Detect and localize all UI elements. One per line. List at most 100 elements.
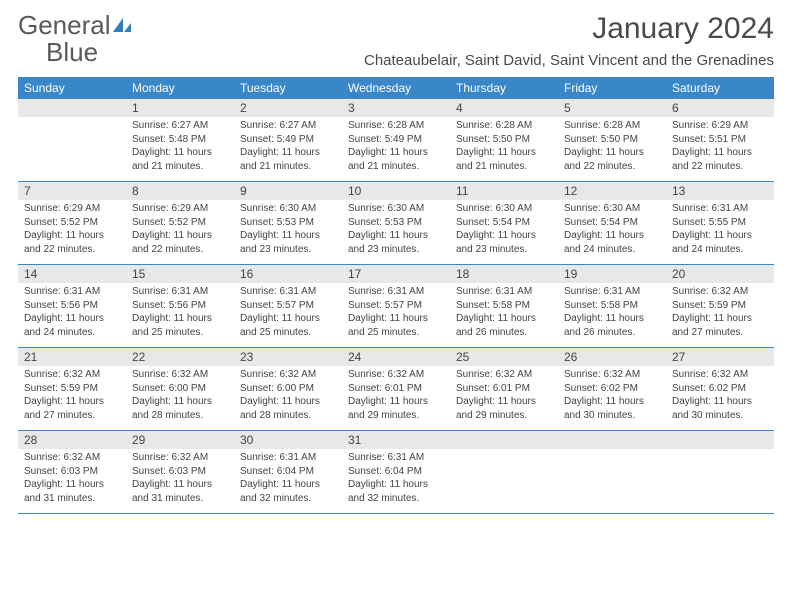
daylight-text-1: Daylight: 11 hours bbox=[672, 146, 768, 160]
day-cell: Sunrise: 6:29 AMSunset: 5:52 PMDaylight:… bbox=[18, 200, 126, 264]
sunrise-text: Sunrise: 6:31 AM bbox=[24, 285, 120, 299]
daylight-text-1: Daylight: 11 hours bbox=[456, 146, 552, 160]
daylight-text-2: and 23 minutes. bbox=[348, 243, 444, 257]
daylight-text-2: and 27 minutes. bbox=[24, 409, 120, 423]
day-cell: Sunrise: 6:30 AMSunset: 5:54 PMDaylight:… bbox=[450, 200, 558, 264]
title-block: January 2024 Chateaubelair, Saint David,… bbox=[364, 12, 774, 69]
day-number: 20 bbox=[666, 265, 774, 283]
sunrise-text: Sunrise: 6:32 AM bbox=[132, 368, 228, 382]
sunset-text: Sunset: 5:56 PM bbox=[24, 299, 120, 313]
day-cell: Sunrise: 6:32 AMSunset: 6:00 PMDaylight:… bbox=[234, 366, 342, 430]
daylight-text-2: and 27 minutes. bbox=[672, 326, 768, 340]
day-cell: Sunrise: 6:32 AMSunset: 6:03 PMDaylight:… bbox=[18, 449, 126, 513]
day-number-row: 14151617181920 bbox=[18, 265, 774, 283]
sunset-text: Sunset: 5:57 PM bbox=[240, 299, 336, 313]
logo-sail-icon bbox=[111, 16, 133, 39]
daylight-text-2: and 30 minutes. bbox=[564, 409, 660, 423]
sunrise-text: Sunrise: 6:32 AM bbox=[24, 451, 120, 465]
sunrise-text: Sunrise: 6:32 AM bbox=[24, 368, 120, 382]
day-number-row: 78910111213 bbox=[18, 182, 774, 200]
location-subtitle: Chateaubelair, Saint David, Saint Vincen… bbox=[364, 52, 774, 69]
day-number-row: 28293031 bbox=[18, 431, 774, 449]
day-cell: Sunrise: 6:32 AMSunset: 6:01 PMDaylight:… bbox=[342, 366, 450, 430]
daylight-text-2: and 22 minutes. bbox=[564, 160, 660, 174]
sunrise-text: Sunrise: 6:29 AM bbox=[132, 202, 228, 216]
day-cell: Sunrise: 6:30 AMSunset: 5:53 PMDaylight:… bbox=[234, 200, 342, 264]
daylight-text-1: Daylight: 11 hours bbox=[132, 146, 228, 160]
logo-word-blue: Blue bbox=[18, 37, 98, 67]
sunrise-text: Sunrise: 6:30 AM bbox=[564, 202, 660, 216]
day-number: 16 bbox=[234, 265, 342, 283]
sunrise-text: Sunrise: 6:29 AM bbox=[672, 119, 768, 133]
day-number: 4 bbox=[450, 99, 558, 117]
day-cell bbox=[558, 449, 666, 513]
day-cell: Sunrise: 6:32 AMSunset: 5:59 PMDaylight:… bbox=[666, 283, 774, 347]
day-cell: Sunrise: 6:32 AMSunset: 6:00 PMDaylight:… bbox=[126, 366, 234, 430]
day-cell: Sunrise: 6:28 AMSunset: 5:49 PMDaylight:… bbox=[342, 117, 450, 181]
day-cell: Sunrise: 6:28 AMSunset: 5:50 PMDaylight:… bbox=[558, 117, 666, 181]
sunset-text: Sunset: 5:53 PM bbox=[240, 216, 336, 230]
day-cell: Sunrise: 6:31 AMSunset: 5:55 PMDaylight:… bbox=[666, 200, 774, 264]
sunrise-text: Sunrise: 6:31 AM bbox=[348, 285, 444, 299]
daylight-text-1: Daylight: 11 hours bbox=[348, 229, 444, 243]
day-number-row: 123456 bbox=[18, 99, 774, 117]
daylight-text-2: and 21 minutes. bbox=[132, 160, 228, 174]
sunset-text: Sunset: 6:00 PM bbox=[132, 382, 228, 396]
daylight-text-2: and 21 minutes. bbox=[456, 160, 552, 174]
sunset-text: Sunset: 6:04 PM bbox=[348, 465, 444, 479]
day-number: 3 bbox=[342, 99, 450, 117]
sunset-text: Sunset: 5:54 PM bbox=[564, 216, 660, 230]
day-number: 30 bbox=[234, 431, 342, 449]
logo: General Blue bbox=[18, 12, 133, 66]
daylight-text-2: and 25 minutes. bbox=[348, 326, 444, 340]
day-number: 28 bbox=[18, 431, 126, 449]
sunset-text: Sunset: 5:58 PM bbox=[564, 299, 660, 313]
day-number-row: 21222324252627 bbox=[18, 348, 774, 366]
day-number: 26 bbox=[558, 348, 666, 366]
day-cell: Sunrise: 6:32 AMSunset: 6:02 PMDaylight:… bbox=[666, 366, 774, 430]
day-cell: Sunrise: 6:32 AMSunset: 6:02 PMDaylight:… bbox=[558, 366, 666, 430]
day-number: 7 bbox=[18, 182, 126, 200]
day-cell: Sunrise: 6:27 AMSunset: 5:49 PMDaylight:… bbox=[234, 117, 342, 181]
day-number: 17 bbox=[342, 265, 450, 283]
month-title: January 2024 bbox=[364, 12, 774, 46]
week-row: Sunrise: 6:32 AMSunset: 5:59 PMDaylight:… bbox=[18, 366, 774, 431]
daylight-text-2: and 31 minutes. bbox=[24, 492, 120, 506]
day-number: 27 bbox=[666, 348, 774, 366]
day-cell: Sunrise: 6:29 AMSunset: 5:52 PMDaylight:… bbox=[126, 200, 234, 264]
daylight-text-1: Daylight: 11 hours bbox=[240, 146, 336, 160]
sunset-text: Sunset: 6:03 PM bbox=[132, 465, 228, 479]
sunset-text: Sunset: 5:49 PM bbox=[348, 133, 444, 147]
daylight-text-1: Daylight: 11 hours bbox=[456, 229, 552, 243]
sunset-text: Sunset: 6:04 PM bbox=[240, 465, 336, 479]
weekday-header: Tuesday bbox=[234, 77, 342, 99]
sunrise-text: Sunrise: 6:31 AM bbox=[456, 285, 552, 299]
daylight-text-2: and 25 minutes. bbox=[240, 326, 336, 340]
day-cell bbox=[18, 117, 126, 181]
day-number: 18 bbox=[450, 265, 558, 283]
week-row: Sunrise: 6:27 AMSunset: 5:48 PMDaylight:… bbox=[18, 117, 774, 182]
header: General Blue January 2024 Chateaubelair,… bbox=[18, 12, 774, 69]
daylight-text-2: and 28 minutes. bbox=[132, 409, 228, 423]
sunset-text: Sunset: 5:53 PM bbox=[348, 216, 444, 230]
daylight-text-2: and 28 minutes. bbox=[240, 409, 336, 423]
weekday-header: Friday bbox=[558, 77, 666, 99]
daylight-text-1: Daylight: 11 hours bbox=[564, 395, 660, 409]
day-number: 23 bbox=[234, 348, 342, 366]
day-number: 25 bbox=[450, 348, 558, 366]
day-cell: Sunrise: 6:31 AMSunset: 5:58 PMDaylight:… bbox=[558, 283, 666, 347]
daylight-text-1: Daylight: 11 hours bbox=[348, 395, 444, 409]
day-number bbox=[18, 99, 126, 117]
daylight-text-2: and 24 minutes. bbox=[564, 243, 660, 257]
sunset-text: Sunset: 5:56 PM bbox=[132, 299, 228, 313]
weekday-header-row: Sunday Monday Tuesday Wednesday Thursday… bbox=[18, 77, 774, 99]
day-number: 14 bbox=[18, 265, 126, 283]
sunset-text: Sunset: 5:48 PM bbox=[132, 133, 228, 147]
day-cell: Sunrise: 6:30 AMSunset: 5:54 PMDaylight:… bbox=[558, 200, 666, 264]
sunrise-text: Sunrise: 6:28 AM bbox=[456, 119, 552, 133]
sunrise-text: Sunrise: 6:32 AM bbox=[348, 368, 444, 382]
sunrise-text: Sunrise: 6:31 AM bbox=[672, 202, 768, 216]
sunrise-text: Sunrise: 6:30 AM bbox=[456, 202, 552, 216]
day-cell: Sunrise: 6:31 AMSunset: 5:56 PMDaylight:… bbox=[126, 283, 234, 347]
daylight-text-2: and 21 minutes. bbox=[348, 160, 444, 174]
